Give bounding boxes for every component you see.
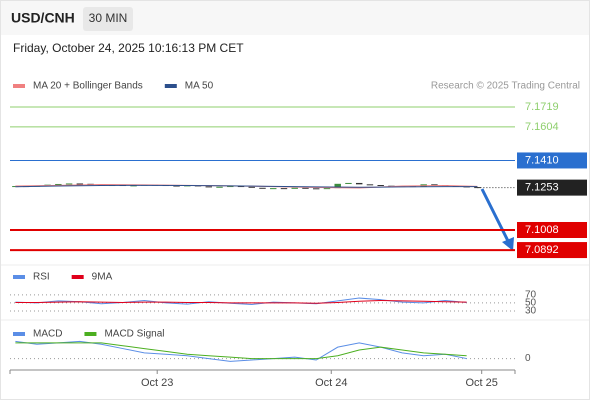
candle <box>323 188 331 190</box>
timeframe-box[interactable] <box>83 7 133 31</box>
legend-label: MACD <box>33 329 62 340</box>
last-price-label: 7.1253 <box>525 182 559 194</box>
legend-swatch <box>84 332 97 336</box>
level-label-box <box>517 221 587 238</box>
timeframe[interactable]: 30 MIN <box>89 11 128 25</box>
candle <box>173 185 180 187</box>
level-label: 7.1604 <box>525 121 559 133</box>
level-label: 7.1410 <box>525 154 559 166</box>
series-line <box>15 299 467 304</box>
candle <box>65 183 73 185</box>
candle <box>55 183 62 185</box>
candle <box>248 186 255 188</box>
candle <box>377 185 384 187</box>
legend-label: RSI <box>33 272 50 283</box>
y-tick-label: 50 <box>525 298 537 309</box>
datetime: Friday, October 24, 2025 10:16:13 PM CET <box>13 41 244 55</box>
forecast-arrow <box>480 188 511 244</box>
source: Research © 2025 Trading Central <box>431 81 580 92</box>
legend-label: MA 50 <box>185 81 214 92</box>
legend-label: MACD Signal <box>104 329 164 340</box>
candle <box>334 183 341 189</box>
candle <box>205 186 212 188</box>
legend-swatch <box>13 332 25 336</box>
last-price-box <box>517 179 587 196</box>
symbol: USD/CNH <box>11 10 75 26</box>
candle <box>76 183 84 185</box>
y-tick-label: 70 <box>525 289 537 300</box>
candle <box>302 187 309 189</box>
candle <box>291 187 298 189</box>
legend-label: 9MA <box>92 272 113 283</box>
y-tick-label: 30 <box>525 306 537 317</box>
candle <box>216 186 223 188</box>
candle <box>355 182 363 185</box>
x-tick-label: Oct 23 <box>141 377 173 389</box>
y-tick-label: 0 <box>525 353 531 364</box>
candle <box>345 182 352 184</box>
level-label-box <box>517 242 587 259</box>
legend-swatch <box>13 275 25 279</box>
legend-swatch <box>13 84 25 88</box>
x-tick-label: Oct 25 <box>465 377 497 389</box>
x-tick-label: Oct 24 <box>315 377 347 389</box>
candle <box>259 187 266 189</box>
level-label-box <box>517 152 587 169</box>
legend-swatch <box>164 84 177 88</box>
legend-label: MA 20 + Bollinger Bands <box>33 81 143 92</box>
candle <box>366 184 374 186</box>
forecast-arrowhead <box>502 237 514 251</box>
level-label: 7.1719 <box>525 101 559 113</box>
candle <box>313 188 320 190</box>
candle <box>270 188 277 190</box>
level-label: 7.1008 <box>525 224 559 236</box>
series-line <box>15 184 478 188</box>
candle <box>280 188 288 190</box>
candle <box>431 184 438 186</box>
level-label: 7.0892 <box>525 244 559 256</box>
legend-swatch <box>71 275 84 279</box>
series-line <box>15 342 467 360</box>
candle <box>227 186 234 188</box>
